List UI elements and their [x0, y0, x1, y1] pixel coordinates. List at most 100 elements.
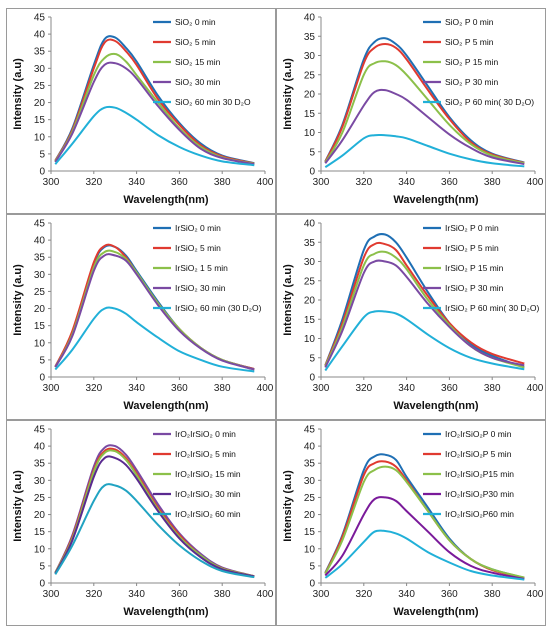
x-tick-label: 320	[355, 589, 372, 600]
y-tick-label: 10	[34, 338, 46, 349]
legend-entry: IrO₂IrSiO₂ 60 min	[175, 509, 241, 519]
y-axis-label: Intensity (a.u)	[282, 264, 294, 336]
series-line-5	[324, 529, 525, 581]
x-tick-label: 380	[214, 383, 231, 394]
y-tick-label: 40	[304, 219, 316, 230]
series-line-2	[54, 38, 255, 165]
legend-entry: IrSiO₂ 0 min	[175, 223, 221, 233]
y-tick-label: 0	[39, 167, 45, 178]
x-tick-label: 400	[527, 383, 544, 394]
y-tick-label: 25	[34, 81, 46, 92]
chart-grid: 0 5 10 15 20 25 30 35 40 45 300 320 340 360 380 400 Wave…	[6, 8, 546, 628]
y-tick-label: 0	[39, 373, 45, 384]
legend-entry: SiO₂ 15 min	[175, 57, 221, 67]
chart-panel-1: 0 5 10 15 20 25 30 35 40 45 300 320 340 360 380 400 Wave…	[6, 8, 276, 214]
legend-entry: SiO₂ P 30 min	[445, 77, 498, 87]
legend-entry: IrO₂IrSiO₂ 30 min	[175, 489, 241, 499]
legend-entry: IrSiO₂ 5 min	[175, 243, 221, 253]
x-tick-label: 340	[398, 589, 415, 600]
chart-svg: 0 5 10 15 20 25 30 35 40 300 320 340 360 380 400 Wavele…	[282, 13, 544, 207]
y-tick-label: 35	[304, 238, 316, 249]
y-tick-label: 20	[304, 510, 316, 521]
y-tick-label: 25	[304, 70, 316, 81]
y-tick-label: 35	[304, 459, 316, 470]
legend-entry: SiO₂ P 0 min	[445, 17, 494, 27]
legend-entry: SiO₂ P 60 min( 30 D₂O)	[445, 97, 534, 107]
chart-svg: 0 5 10 15 20 25 30 35 40 45 300 320 340 360 380 400 Wave…	[12, 425, 274, 619]
y-tick-label: 0	[39, 579, 45, 590]
series-line-5	[54, 105, 255, 167]
y-axis-label: Intensity (a.u)	[282, 470, 294, 542]
x-tick-label: 300	[313, 589, 330, 600]
y-tick-label: 15	[34, 115, 46, 126]
x-tick-label: 340	[128, 177, 145, 188]
y-tick-label: 40	[34, 236, 46, 247]
x-axis-label: Wavelength(nm)	[393, 606, 478, 618]
legend-entry: SiO₂ 5 min	[175, 37, 216, 47]
legend-entry: IrO₂IrSiO₂ 15 min	[175, 469, 241, 479]
y-axis-label: Intensity (a.u)	[12, 264, 24, 336]
legend-entry: IrSiO₂ P 0 min	[445, 223, 499, 233]
y-tick-label: 40	[304, 13, 316, 24]
series-line-5	[54, 483, 255, 579]
x-tick-label: 320	[85, 177, 102, 188]
x-tick-label: 320	[355, 177, 372, 188]
legend-entry: IrO₂IrSiO₂P 5 min	[445, 449, 512, 459]
y-tick-label: 40	[34, 442, 46, 453]
y-tick-label: 15	[34, 321, 46, 332]
y-tick-label: 25	[304, 276, 316, 287]
x-tick-label: 300	[43, 589, 60, 600]
chart-panel-6: 0 5 10 15 20 25 30 35 40 45 300 320 340 360 380 400 Wave…	[276, 420, 546, 626]
y-tick-label: 45	[304, 425, 316, 436]
x-tick-label: 360	[171, 589, 188, 600]
y-tick-label: 0	[309, 167, 315, 178]
y-axis-label: Intensity (a.u)	[12, 470, 24, 542]
x-tick-label: 400	[257, 383, 274, 394]
chart-panel-5: 0 5 10 15 20 25 30 35 40 45 300 320 340 360 380 400 Wave…	[6, 420, 276, 626]
series-line-4	[54, 61, 255, 166]
y-tick-label: 25	[34, 287, 46, 298]
y-tick-label: 30	[304, 51, 316, 62]
x-tick-label: 360	[171, 383, 188, 394]
x-tick-label: 380	[484, 589, 501, 600]
y-tick-label: 35	[304, 32, 316, 43]
y-tick-label: 15	[304, 527, 316, 538]
x-axis-label: Wavelength(nm)	[123, 400, 208, 412]
x-tick-label: 360	[441, 177, 458, 188]
series-line-1	[324, 37, 525, 164]
y-tick-label: 35	[34, 253, 46, 264]
legend-entry: IrO₂IrSiO₂ 5 min	[175, 449, 236, 459]
y-tick-label: 45	[34, 219, 46, 230]
chart-svg: 0 5 10 15 20 25 30 35 40 45 300 320 340 360 380 400 Wave…	[12, 13, 274, 207]
legend-entry: IrO₂IrSiO₂ 0 min	[175, 429, 236, 439]
legend-entry: SiO₂ 60 min 30 D₂O	[175, 97, 251, 107]
y-tick-label: 10	[304, 544, 316, 555]
series-line-4	[324, 259, 525, 368]
x-tick-label: 380	[484, 383, 501, 394]
series-line-1	[54, 35, 255, 165]
series-line-1	[54, 444, 255, 578]
series-line-4	[54, 253, 255, 371]
y-tick-label: 15	[304, 315, 316, 326]
x-tick-label: 320	[355, 383, 372, 394]
x-tick-label: 360	[441, 589, 458, 600]
series-line-3	[324, 465, 525, 579]
series-line-4	[324, 88, 525, 166]
series-line-2	[324, 241, 525, 366]
x-tick-label: 380	[214, 589, 231, 600]
x-tick-label: 340	[398, 177, 415, 188]
x-tick-label: 400	[527, 177, 544, 188]
y-tick-label: 10	[34, 544, 46, 555]
y-axis-label: Intensity (a.u)	[282, 58, 294, 130]
x-tick-label: 300	[43, 383, 60, 394]
chart-panel-4: 0 5 10 15 20 25 30 35 40 300 320 340 360 380 400 Wavele…	[276, 214, 546, 420]
x-tick-label: 320	[85, 589, 102, 600]
series-line-3	[54, 449, 255, 578]
series-line-4	[324, 496, 525, 580]
legend-entry: IrO₂IrSiO₂P 0 min	[445, 429, 512, 439]
legend-entry: IrO₂IrSiO₂P60 min	[445, 509, 514, 519]
y-tick-label: 40	[304, 442, 316, 453]
y-tick-label: 15	[304, 109, 316, 120]
legend-entry: IrSiO₂ P 5 min	[445, 243, 499, 253]
legend-entry: IrO₂IrSiO₂P15 min	[445, 469, 514, 479]
